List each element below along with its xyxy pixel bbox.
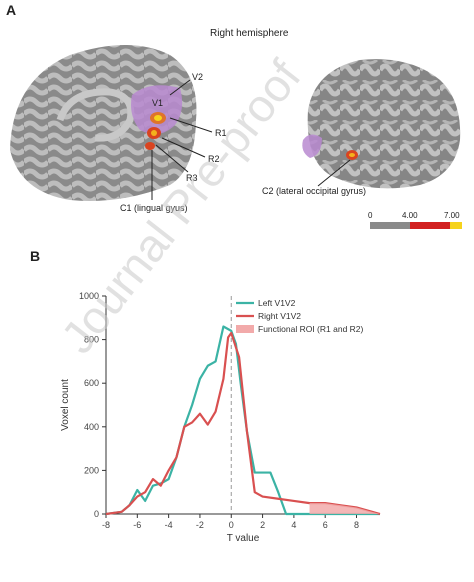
panel-b-letter: B	[30, 248, 41, 264]
legend-label: Left V1V2	[258, 298, 296, 308]
y-tick-label: 200	[84, 465, 99, 475]
y-tick-label: 600	[84, 378, 99, 388]
x-tick-label: -4	[165, 520, 173, 530]
label-c2: C2 (lateral occipital gyrus)	[262, 186, 367, 196]
x-tick-label: 6	[323, 520, 328, 530]
y-tick-label: 0	[94, 509, 99, 519]
y-tick-label: 400	[84, 422, 99, 432]
legend-label: Functional ROI (R1 and R2)	[258, 324, 364, 334]
label-r2: R2	[208, 154, 220, 164]
x-tick-label: -2	[196, 520, 204, 530]
panel-a-letter: A	[6, 2, 17, 18]
label-c1: C1 (lingual gyus)	[120, 203, 188, 213]
legend-label: Right V1V2	[258, 311, 301, 321]
y-tick-label: 1000	[79, 291, 99, 301]
y-tick-label: 800	[84, 335, 99, 345]
colorbar-gray	[370, 222, 410, 229]
label-v1: V1	[152, 98, 164, 108]
x-tick-label: 2	[260, 520, 265, 530]
colorbar-tick-0: 0	[368, 211, 373, 220]
colorbar-red	[410, 222, 450, 229]
y-axis-label: Voxel count	[60, 379, 71, 431]
label-r3: R3	[186, 173, 198, 183]
series-area-roi	[309, 503, 380, 514]
x-tick-label: -6	[133, 520, 141, 530]
label-r1: R1	[215, 128, 227, 138]
brain-medial-view	[10, 45, 462, 229]
legend-swatch-roi	[236, 325, 254, 333]
colorbar-tick-7: 7.00	[444, 211, 460, 220]
panel-a-title: Right hemisphere	[210, 28, 289, 39]
x-tick-label: -8	[102, 520, 110, 530]
x-tick-label: 4	[291, 520, 296, 530]
colorbar-tick-4: 4.00	[402, 211, 418, 220]
series-line-right-v1v2	[105, 331, 381, 516]
series-line-left-v1v2	[105, 325, 380, 516]
x-tick-label: 0	[229, 520, 234, 530]
colorbar-yellow	[450, 222, 462, 229]
x-tick-label: 8	[354, 520, 359, 530]
label-v2: V2	[192, 72, 204, 82]
x-axis-label: T value	[227, 533, 260, 544]
voxel-histogram-chart: 0 200 400 600 800 1000 -8 -6 -4 -2 0 2 4 6 8 T value Vox…	[60, 291, 381, 544]
